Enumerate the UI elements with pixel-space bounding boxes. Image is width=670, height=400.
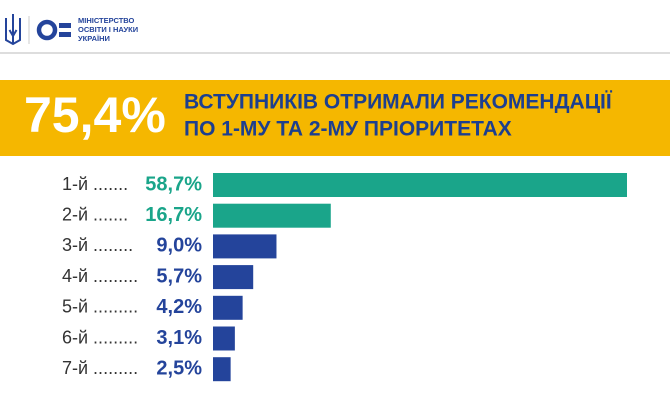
org-name: УКРАЇНИ <box>78 34 110 43</box>
bar <box>213 173 627 197</box>
value-label: 4,2% <box>156 296 202 318</box>
value-label: 2,5% <box>156 357 202 379</box>
bar <box>213 234 277 259</box>
org-name: МІНІСТЕРСТВО <box>78 16 135 25</box>
value-label: 16,7% <box>145 204 202 226</box>
category-label: 7-й ......... <box>62 358 138 378</box>
ministry-logo <box>36 19 71 41</box>
category-label: 3-й ........ <box>62 235 133 255</box>
headline-value: 75,4% <box>24 87 166 143</box>
category-label: 1-й ....... <box>62 174 128 194</box>
bar <box>213 265 254 290</box>
value-label: 9,0% <box>156 235 202 257</box>
org-name: ОСВІТИ І НАУКИ <box>78 25 138 34</box>
headline-text: ВСТУПНИКІВ ОТРИМАЛИ РЕКОМЕНДАЦІЇ <box>184 91 613 114</box>
trident-icon <box>5 14 21 46</box>
value-label: 58,7% <box>145 173 202 195</box>
bar <box>213 203 331 228</box>
category-label: 5-й ......... <box>62 297 138 317</box>
bar <box>213 326 235 351</box>
category-label: 6-й ......... <box>62 327 138 347</box>
category-label: 4-й ......... <box>62 266 138 286</box>
category-label: 2-й ....... <box>62 204 128 224</box>
bar <box>213 357 231 382</box>
banner <box>0 80 670 156</box>
headline-text: ПО 1-МУ ТА 2-МУ ПРІОРИТЕТАХ <box>184 118 512 141</box>
value-label: 5,7% <box>156 265 202 287</box>
value-label: 3,1% <box>156 327 202 349</box>
bar <box>213 295 243 320</box>
